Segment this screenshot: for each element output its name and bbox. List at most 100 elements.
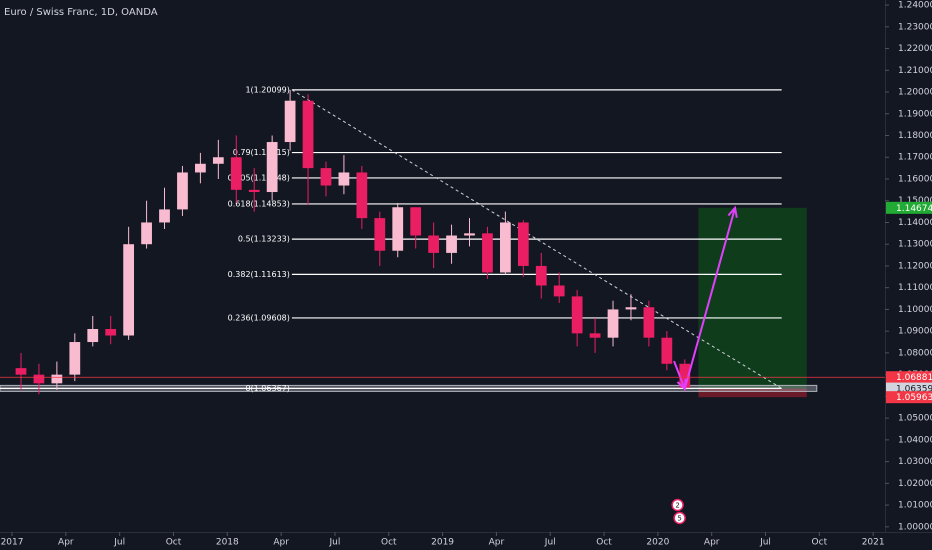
candle-body	[248, 189, 260, 193]
y-tick-label: 1.01000	[898, 501, 932, 511]
candle-body	[230, 157, 242, 190]
x-tick-label: Apr	[273, 538, 289, 548]
candle-body	[571, 296, 583, 334]
candle-body	[338, 172, 350, 186]
candle-body	[51, 374, 63, 384]
y-tick-label: 1.22000	[898, 44, 932, 54]
fib-level-label: 0(1.06367)	[245, 384, 289, 393]
x-tick-label: 2019	[431, 538, 454, 548]
price-badge-label: 1.06881	[896, 373, 932, 383]
candle-body	[302, 100, 314, 169]
event-icon	[671, 498, 684, 512]
position-target-zone	[698, 207, 807, 389]
y-tick-label: 1.11000	[898, 283, 932, 293]
y-tick-label: 1.15000	[898, 196, 932, 206]
x-tick-label: 2017	[1, 538, 24, 548]
price-badge	[886, 391, 932, 404]
candle-body	[499, 222, 511, 273]
x-tick-label: 2021	[862, 538, 885, 548]
x-tick-label: Jul	[759, 538, 771, 548]
x-tick-label: Oct	[381, 538, 397, 548]
x-tick-label: Apr	[704, 538, 720, 548]
candle-body	[535, 265, 547, 286]
candle-body	[15, 368, 27, 375]
candle-body	[517, 222, 529, 266]
fib-level-label: 0.618(1.14853)	[228, 199, 290, 208]
candle-body	[212, 157, 224, 164]
candle-body	[69, 342, 81, 375]
candle-body	[625, 307, 637, 310]
x-tick-label: Jul	[544, 538, 556, 548]
candle-body	[195, 163, 206, 173]
y-tick-label: 1.16000	[898, 174, 932, 184]
candle-body	[123, 244, 135, 336]
price-badge-label: 1.14674	[896, 204, 932, 214]
fib-level-label: 0.236(1.09608)	[228, 313, 290, 322]
fib-level-label: 0.382(1.11613)	[228, 270, 290, 279]
x-tick-label: Oct	[596, 538, 612, 548]
x-tick-label: 2020	[646, 538, 669, 548]
y-tick-label: 1.19000	[898, 109, 932, 119]
candle-body	[141, 222, 152, 245]
candle-body	[679, 363, 691, 388]
x-tick-label: Jul	[329, 538, 341, 548]
candle-body	[392, 207, 404, 251]
x-tick-label: Oct	[166, 538, 182, 548]
candle-body	[482, 233, 493, 273]
x-tick-label: 2018	[216, 538, 239, 548]
candle-body	[464, 233, 475, 236]
fib-level-label: 0.705(1.16048)	[228, 173, 290, 182]
candle-body	[87, 328, 99, 343]
price-badge	[886, 371, 932, 384]
candle-body	[33, 374, 45, 384]
candle-body	[284, 100, 296, 143]
event-count: 2	[675, 502, 679, 510]
y-tick-label: 1.03000	[898, 457, 932, 467]
candle-body	[177, 172, 188, 210]
fib-level-label: 0.79(1.17215)	[233, 148, 290, 157]
candle-body	[320, 168, 332, 186]
y-tick-label: 1.13000	[898, 240, 932, 250]
price-badge-label: 1.06359	[896, 385, 932, 395]
candle-body	[553, 285, 565, 297]
y-tick-label: 1.23000	[898, 22, 932, 32]
candle-body	[446, 235, 457, 253]
x-tick-label: Jul	[113, 538, 125, 548]
y-tick-label: 1.09000	[898, 327, 932, 337]
candle-body	[643, 307, 655, 338]
y-tick-label: 1.18000	[898, 131, 932, 141]
y-tick-label: 1.00000	[898, 522, 932, 532]
arrow-head	[676, 378, 687, 391]
y-tick-label: 1.04000	[898, 435, 932, 445]
candle-body	[374, 218, 386, 251]
fib-level-label: 1(1.20099)	[245, 85, 289, 94]
y-tick-label: 1.05000	[898, 414, 932, 424]
plot-area: 1(1.20099) 0.79(1.17215) 0.705(1.16048) 0.6…	[0, 85, 818, 525]
candle-body	[105, 328, 117, 336]
y-tick-label: 1.24000	[898, 1, 932, 11]
candle-body	[607, 309, 619, 338]
candle-body	[661, 337, 673, 364]
fib-level-label: 0.5(1.13233)	[238, 235, 290, 244]
candle-body	[266, 142, 278, 193]
y-tick-label: 1.02000	[898, 479, 932, 489]
candle-body	[410, 207, 422, 236]
x-tick-label: Oct	[812, 538, 828, 548]
event-count: 5	[677, 515, 681, 523]
event-icon	[673, 511, 686, 525]
chart-title: Euro / Swiss Franc, 1D, OANDA	[4, 7, 158, 18]
position-stop-zone	[698, 388, 807, 398]
arrow-head	[727, 205, 738, 218]
candle-body	[589, 333, 601, 338]
y-tick-label: 1.20000	[898, 88, 932, 98]
y-tick-label: 1.21000	[898, 66, 932, 76]
price-badge	[886, 201, 932, 214]
candle-body	[159, 209, 170, 223]
x-tick-label: Apr	[489, 538, 505, 548]
y-tick-label: 1.08000	[898, 348, 932, 358]
y-tick-label: 1.14000	[898, 218, 932, 228]
candle-body	[356, 172, 368, 219]
y-tick-label: 1.10000	[898, 305, 932, 315]
y-tick-label: 1.12000	[898, 261, 932, 271]
